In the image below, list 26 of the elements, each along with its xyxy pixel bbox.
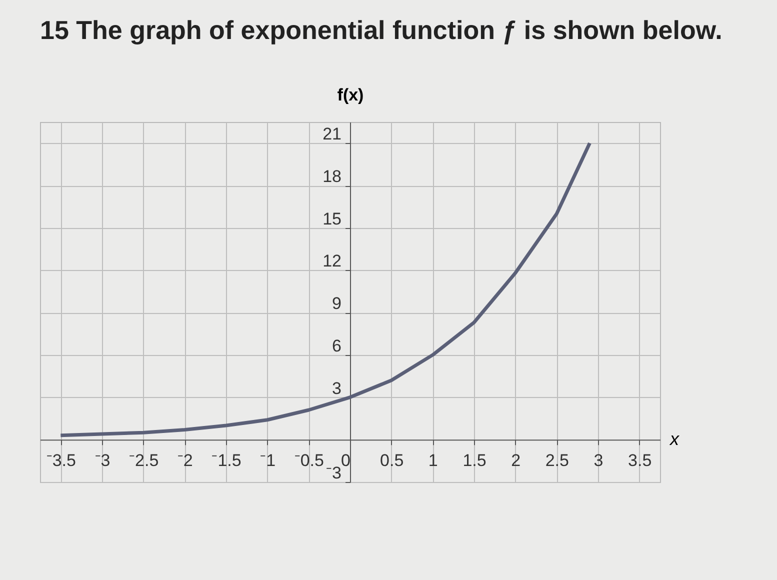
y-tick-label: 15 [322,209,342,228]
y-tick-label: 6 [332,336,342,356]
y-tick-label: 18 [322,167,342,186]
x-tick-label: 3 [594,451,604,470]
x-tick-label: 0.5 [380,451,404,470]
x-tick-label: 0 [341,451,350,470]
x-tick-label: ⁻2.5 [129,451,159,470]
x-tick-label: ⁻3.5 [46,451,76,470]
y-tick-label: 3 [332,378,342,398]
y-axis-title: f(x) [337,86,364,104]
x-tick-label: ⁻2 [177,451,193,470]
chart-title: 15 The graph of exponential function ƒ is shown below. [40,14,724,46]
y-tick-label: 21 [322,124,342,144]
x-tick-label: 2 [511,451,521,470]
y-tick-label: 12 [322,252,342,271]
x-axis-title: x [669,429,680,450]
x-tick-label: 1.5 [462,451,486,470]
x-tick-label: 3.5 [628,451,652,470]
y-tick-label: 9 [332,294,342,314]
x-tick-label: 1 [428,451,438,470]
x-tick-label: ⁻0.5 [294,451,324,470]
x-tick-label: ⁻1.5 [212,451,242,470]
y-tick-label: ⁻3 [326,464,342,482]
x-tick-label: 2.5 [545,451,569,470]
x-tick-label: ⁻1 [260,451,276,470]
x-tick-label: ⁻3 [94,451,110,470]
